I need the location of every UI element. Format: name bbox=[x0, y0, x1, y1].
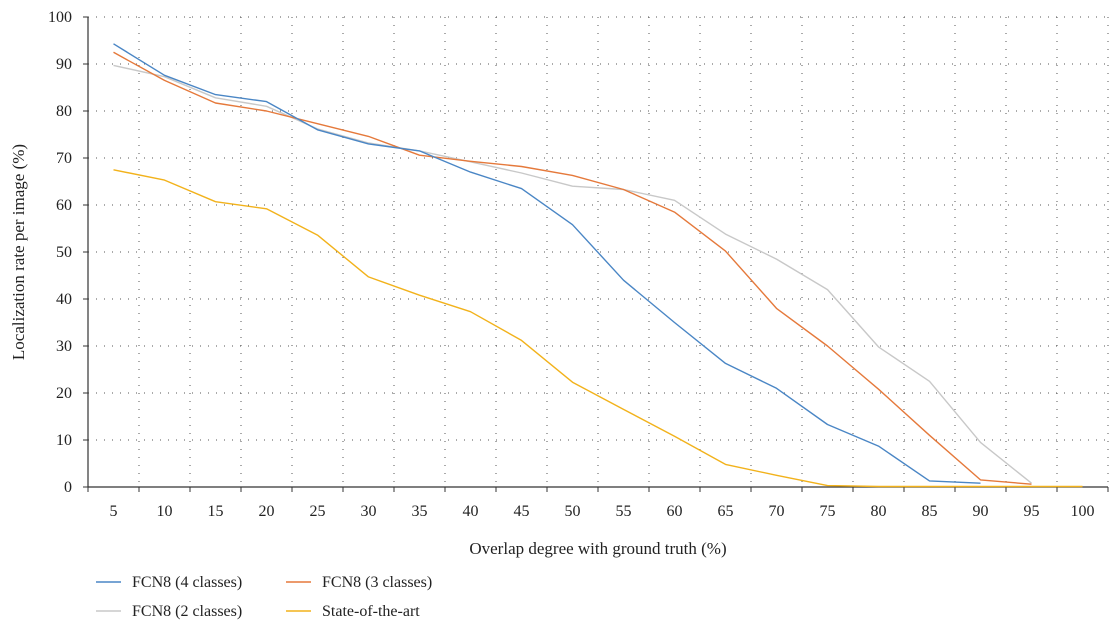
legend-item: FCN8 (4 classes) bbox=[96, 574, 242, 591]
y-tick-label: 10 bbox=[56, 432, 72, 449]
y-tick-label: 90 bbox=[56, 56, 72, 73]
x-tick-label: 85 bbox=[922, 503, 938, 520]
x-tick-label: 80 bbox=[871, 503, 887, 520]
y-tick-label: 50 bbox=[56, 244, 72, 261]
x-tick-label: 90 bbox=[973, 503, 989, 520]
x-tick-label: 75 bbox=[820, 503, 836, 520]
x-tick-label: 35 bbox=[412, 503, 428, 520]
series-line-fcn8-4-classes bbox=[113, 43, 981, 484]
x-tick-label: 60 bbox=[667, 503, 683, 520]
y-axis-ticks: 0 10 20 30 40 50 60 70 80 90 100 bbox=[48, 9, 88, 496]
x-tick-label: 65 bbox=[718, 503, 734, 520]
series-line-fcn8-3-classes bbox=[113, 51, 1032, 485]
x-tick-label: 30 bbox=[361, 503, 377, 520]
y-tick-label: 80 bbox=[56, 103, 72, 120]
legend-item: State-of-the-art bbox=[286, 603, 420, 620]
x-tick-label: 5 bbox=[110, 503, 118, 520]
y-axis-title: Localization rate per image (%) bbox=[9, 144, 28, 360]
x-tick-label: 95 bbox=[1024, 503, 1040, 520]
legend-label: FCN8 (3 classes) bbox=[322, 574, 432, 591]
legend-label: State-of-the-art bbox=[322, 603, 420, 620]
y-tick-label: 0 bbox=[64, 479, 72, 496]
x-tick-label: 10 bbox=[157, 503, 173, 520]
x-axis-ticks: 5 10 15 20 25 30 35 40 45 50 55 60 65 70 75 80 85 90 95 100 bbox=[87, 487, 1109, 520]
y-tick-label: 40 bbox=[56, 291, 72, 308]
legend-label: FCN8 (4 classes) bbox=[132, 574, 242, 591]
legend: FCN8 (4 classes) FCN8 (3 classes) FCN8 (2 … bbox=[96, 574, 432, 620]
series-line-state-of-the-art bbox=[113, 169, 1083, 488]
x-tick-label: 70 bbox=[769, 503, 785, 520]
x-tick-label: 45 bbox=[514, 503, 530, 520]
x-axis-title: Overlap degree with ground truth (%) bbox=[469, 539, 726, 558]
x-tick-label: 20 bbox=[259, 503, 275, 520]
x-tick-label: 55 bbox=[616, 503, 632, 520]
x-tick-label: 100 bbox=[1071, 503, 1095, 520]
y-tick-label: 100 bbox=[48, 9, 72, 26]
series-line-fcn8-2-classes bbox=[113, 64, 1032, 484]
legend-item: FCN8 (2 classes) bbox=[96, 603, 242, 620]
y-tick-label: 60 bbox=[56, 197, 72, 214]
x-tick-label: 50 bbox=[565, 503, 581, 520]
x-tick-label: 25 bbox=[310, 503, 326, 520]
y-tick-label: 70 bbox=[56, 150, 72, 167]
y-tick-label: 30 bbox=[56, 338, 72, 355]
legend-item: FCN8 (3 classes) bbox=[286, 574, 432, 591]
y-tick-label: 20 bbox=[56, 385, 72, 402]
legend-label: FCN8 (2 classes) bbox=[132, 603, 242, 620]
x-tick-label: 15 bbox=[208, 503, 224, 520]
series-lines bbox=[113, 43, 1083, 488]
x-tick-label: 40 bbox=[463, 503, 479, 520]
